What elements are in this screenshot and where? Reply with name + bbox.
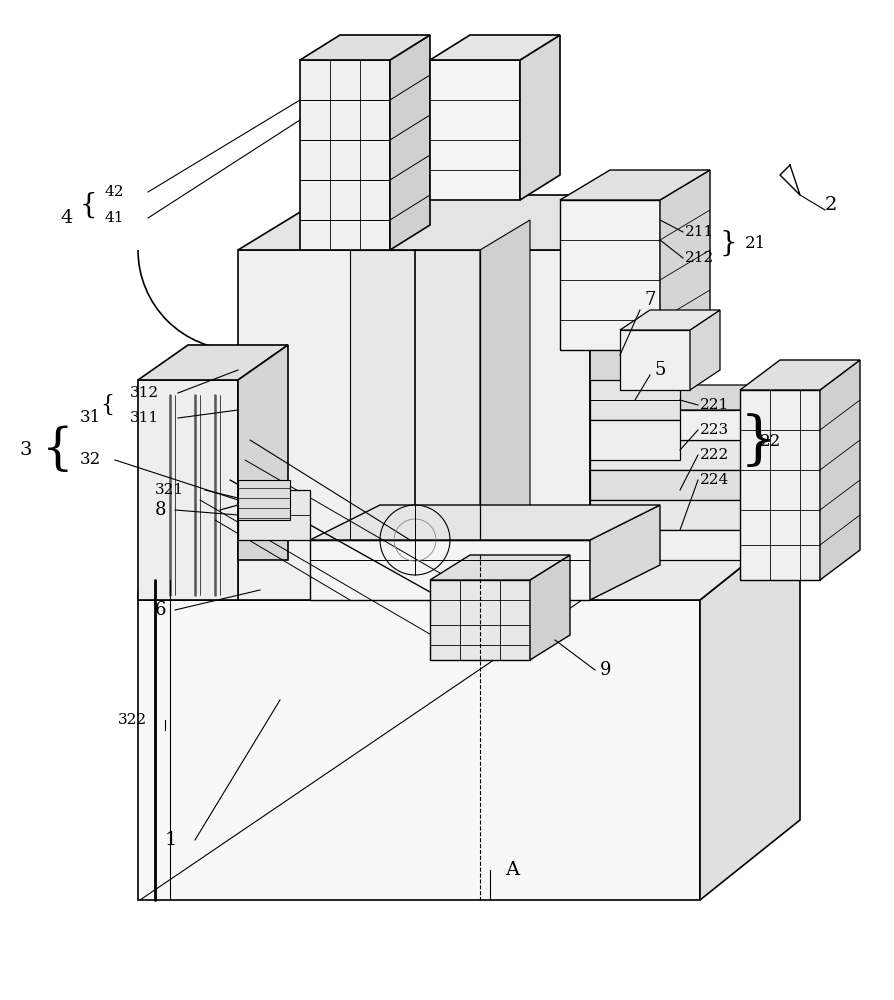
Text: 22: 22 [759, 434, 780, 450]
Text: {: { [100, 394, 114, 416]
Polygon shape [529, 555, 569, 660]
Polygon shape [138, 345, 288, 380]
Polygon shape [238, 490, 309, 540]
Text: 312: 312 [130, 386, 159, 400]
Text: 221: 221 [699, 398, 729, 412]
Polygon shape [429, 35, 560, 60]
Text: 2: 2 [824, 196, 837, 214]
Polygon shape [238, 345, 288, 560]
Text: 21: 21 [744, 234, 765, 251]
Polygon shape [429, 580, 529, 660]
Polygon shape [138, 520, 799, 600]
Polygon shape [390, 35, 429, 250]
Polygon shape [589, 505, 659, 600]
Text: {: { [42, 425, 73, 475]
Polygon shape [589, 410, 789, 440]
Text: 311: 311 [130, 411, 159, 425]
Polygon shape [309, 540, 589, 600]
Polygon shape [309, 505, 659, 540]
Text: 8: 8 [155, 501, 166, 519]
Text: A: A [504, 861, 519, 879]
Text: 9: 9 [599, 661, 611, 679]
Text: 321: 321 [155, 483, 184, 497]
Polygon shape [138, 380, 238, 600]
Polygon shape [429, 555, 569, 580]
Polygon shape [560, 200, 659, 350]
Polygon shape [350, 250, 479, 560]
Text: 42: 42 [105, 185, 124, 199]
Text: 1: 1 [164, 831, 177, 849]
Polygon shape [138, 600, 699, 900]
Polygon shape [238, 250, 589, 600]
Polygon shape [739, 360, 859, 390]
Text: 5: 5 [654, 361, 666, 379]
Text: 224: 224 [699, 473, 729, 487]
Text: 41: 41 [105, 211, 124, 225]
Polygon shape [659, 170, 709, 350]
Text: 211: 211 [684, 225, 713, 239]
Text: 222: 222 [699, 448, 729, 462]
Text: }: } [739, 414, 776, 470]
Text: 322: 322 [118, 713, 147, 727]
Polygon shape [519, 35, 560, 200]
Polygon shape [689, 310, 719, 390]
Text: {: { [80, 192, 97, 219]
Text: 7: 7 [645, 291, 655, 309]
Polygon shape [589, 380, 679, 420]
Polygon shape [589, 530, 789, 560]
Polygon shape [699, 520, 799, 900]
Text: 212: 212 [684, 251, 713, 265]
Polygon shape [429, 60, 519, 200]
Polygon shape [238, 480, 290, 520]
Polygon shape [589, 470, 789, 500]
Polygon shape [299, 60, 390, 250]
Polygon shape [589, 385, 829, 410]
Polygon shape [739, 390, 819, 580]
Polygon shape [620, 330, 689, 390]
Polygon shape [819, 360, 859, 580]
Text: 31: 31 [80, 410, 101, 426]
Polygon shape [479, 220, 529, 560]
Polygon shape [589, 500, 789, 530]
Text: }: } [719, 230, 737, 256]
Polygon shape [238, 195, 679, 250]
Polygon shape [299, 35, 429, 60]
Polygon shape [620, 310, 719, 330]
Text: 223: 223 [699, 423, 729, 437]
Polygon shape [589, 420, 679, 460]
Text: 4: 4 [60, 209, 72, 227]
Text: 3: 3 [20, 441, 32, 459]
Polygon shape [560, 170, 709, 200]
Text: 6: 6 [155, 601, 166, 619]
Polygon shape [589, 195, 679, 600]
Text: 32: 32 [80, 452, 101, 468]
Polygon shape [589, 440, 789, 470]
